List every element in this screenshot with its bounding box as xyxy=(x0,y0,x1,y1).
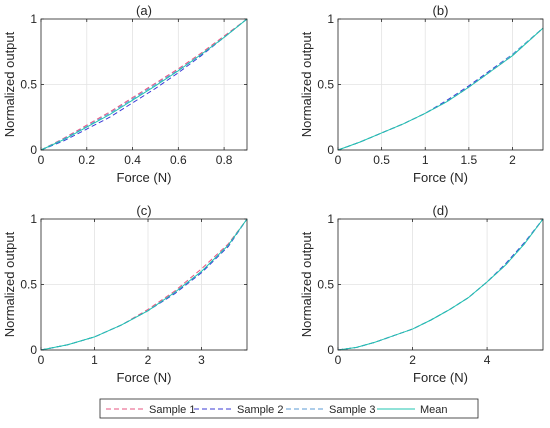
legend-label: Sample 2 xyxy=(237,404,283,416)
x-axis-label: Force (N) xyxy=(117,370,172,385)
y-tick-label: 1 xyxy=(30,212,37,226)
x-tick-label: 0 xyxy=(38,153,45,167)
series-line-sample-2 xyxy=(40,18,248,151)
y-tick-label: 0.5 xyxy=(20,78,37,92)
legend-label: Mean xyxy=(420,404,448,416)
x-tick-label: 1 xyxy=(91,353,98,367)
x-tick-label: 1.5 xyxy=(461,153,478,167)
x-tick-label: 0.8 xyxy=(216,153,233,167)
subplot-d: 0 2 4 0 0.5 1 (d) Force (N) Normalized output xyxy=(299,203,544,385)
y-tick-label: 0 xyxy=(327,143,334,157)
x-tick-label: 2 xyxy=(145,353,152,367)
y-tick-label: 0 xyxy=(30,343,37,357)
series-line-mean xyxy=(40,218,248,351)
x-tick-label: 3 xyxy=(198,353,205,367)
series-line-mean xyxy=(337,218,544,351)
x-tick-label: 0.2 xyxy=(78,153,95,167)
x-tick-label: 0 xyxy=(335,353,342,367)
y-axis-label: Normalized output xyxy=(299,231,314,337)
x-tick-label: 2 xyxy=(509,153,516,167)
y-tick-label: 1 xyxy=(30,12,37,26)
legend-label: Sample 3 xyxy=(329,404,375,416)
subplot-title: (b) xyxy=(433,3,449,18)
x-tick-label: 0 xyxy=(38,353,45,367)
subplot-title: (a) xyxy=(136,3,152,18)
x-tick-label: 0.5 xyxy=(373,153,390,167)
subplot-title: (c) xyxy=(136,203,151,218)
subplot-b: 0 0.5 1 1.5 2 0 0.5 1 (b) Force (N) Normalized out… xyxy=(299,3,544,185)
y-tick-label: 0.5 xyxy=(20,278,37,292)
series-line-sample-1 xyxy=(40,18,248,151)
y-tick-label: 0.5 xyxy=(317,278,334,292)
x-tick-label: 2 xyxy=(409,353,416,367)
x-axis-label: Force (N) xyxy=(413,370,468,385)
y-axis-label: Normalized output xyxy=(299,31,314,137)
y-axis-label: Normalized output xyxy=(2,231,17,337)
y-tick-label: 0 xyxy=(30,143,37,157)
y-tick-label: 0 xyxy=(327,343,334,357)
series-line-mean xyxy=(40,18,248,151)
y-tick-label: 0.5 xyxy=(317,78,334,92)
legend: Sample 1 Sample 2 Sample 3 Mean xyxy=(99,398,479,419)
x-tick-label: 0.4 xyxy=(124,153,141,167)
series-line-mean xyxy=(337,27,544,151)
subplot-c: 0 1 2 3 0 0.5 1 (c) Force (N) Normalized output xyxy=(2,203,248,385)
x-axis-label: Force (N) xyxy=(413,170,468,185)
y-tick-label: 1 xyxy=(327,12,334,26)
x-tick-label: 0 xyxy=(335,153,342,167)
x-axis-label: Force (N) xyxy=(117,170,172,185)
subplot-title: (d) xyxy=(433,203,449,218)
subplot-a: 0 0.2 0.4 0.6 0.8 0 0.5 1 (a) Force (N) Normalized… xyxy=(2,3,248,185)
x-tick-label: 4 xyxy=(484,353,491,367)
y-axis-label: Normalized output xyxy=(2,31,17,137)
x-tick-label: 0.6 xyxy=(170,153,187,167)
legend-label: Sample 1 xyxy=(149,404,195,416)
x-tick-label: 1 xyxy=(422,153,429,167)
y-tick-label: 1 xyxy=(327,212,334,226)
